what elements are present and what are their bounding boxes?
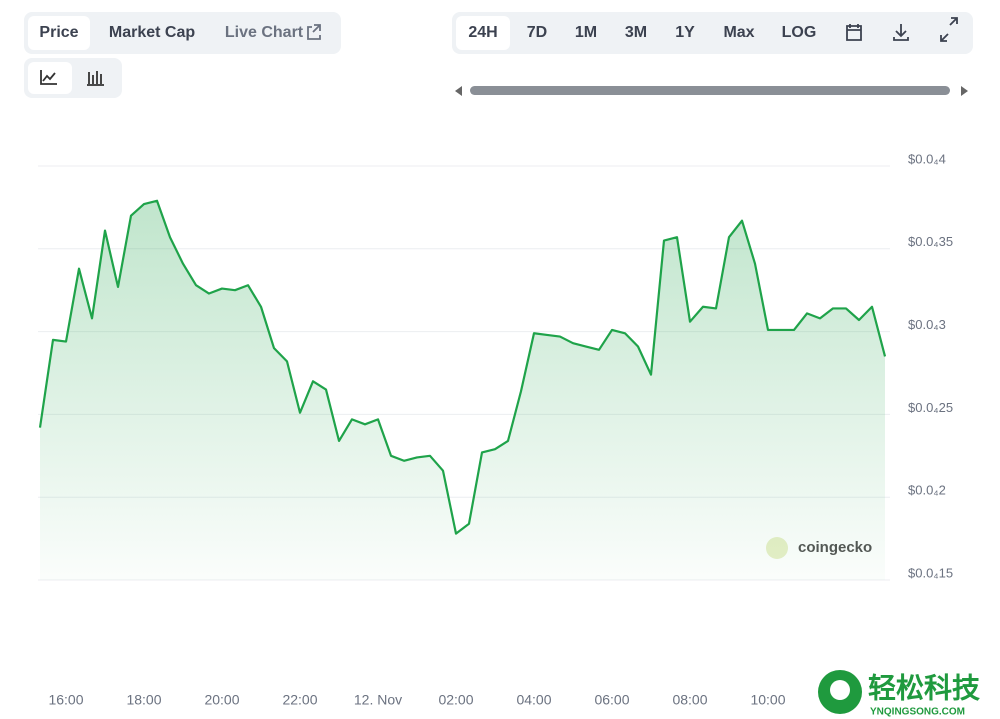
calendar-icon[interactable] [846,24,862,41]
range-button[interactable]: 24H [468,24,497,41]
x-tick-label: 20:00 [204,692,239,708]
candle-icon[interactable] [87,71,104,86]
x-tick-label: 02:00 [438,692,473,708]
brand-url: YNQINGSONG.COM [870,707,965,718]
scrollbar[interactable] [470,86,950,95]
scroll-right[interactable] [961,86,968,96]
y-tick-label: $0.0₄3 [908,317,946,332]
external-icon [307,24,321,40]
brand: 轻松科技 [868,672,980,703]
x-tick-label: 18:00 [126,692,161,708]
x-tick-label: 10:00 [750,692,785,708]
x-tick-label: 04:00 [516,692,551,708]
fullscreen-icon[interactable] [940,17,958,42]
y-tick-label: $0.0₄4 [908,151,946,166]
x-tick-label: 22:00 [282,692,317,708]
range-button[interactable]: 1Y [675,24,695,41]
tab-group [24,12,341,54]
x-tick-label: 08:00 [672,692,707,708]
x-tick-label: 16:00 [48,692,83,708]
tab[interactable]: Live Chart [225,24,304,41]
price-line [38,199,887,535]
range-active [456,16,510,50]
tab[interactable]: Market Cap [109,24,195,41]
download-icon[interactable] [893,24,909,41]
range-button[interactable]: LOG [782,24,817,41]
y-tick-label: $0.0₄25 [908,400,953,415]
range-button[interactable]: 1M [575,24,597,41]
x-tick-label: 12. Nov [354,692,402,708]
range-button[interactable]: Max [723,24,754,41]
area [40,200,885,580]
line-icon[interactable] [40,70,57,85]
brand-logo-inner [830,680,850,700]
range-button[interactable]: 3M [625,24,647,41]
range-button[interactable]: 7D [527,24,547,41]
y-tick-label: $0.0₄35 [908,234,953,249]
x-tick-label: 06:00 [594,692,629,708]
tab[interactable]: Price [39,24,78,41]
tab-active [28,16,90,50]
y-tick-label: $0.0₄15 [908,565,953,580]
range-group [452,12,973,54]
scroll-left[interactable] [455,86,462,96]
y-tick-label: $0.0₄2 [908,483,946,498]
